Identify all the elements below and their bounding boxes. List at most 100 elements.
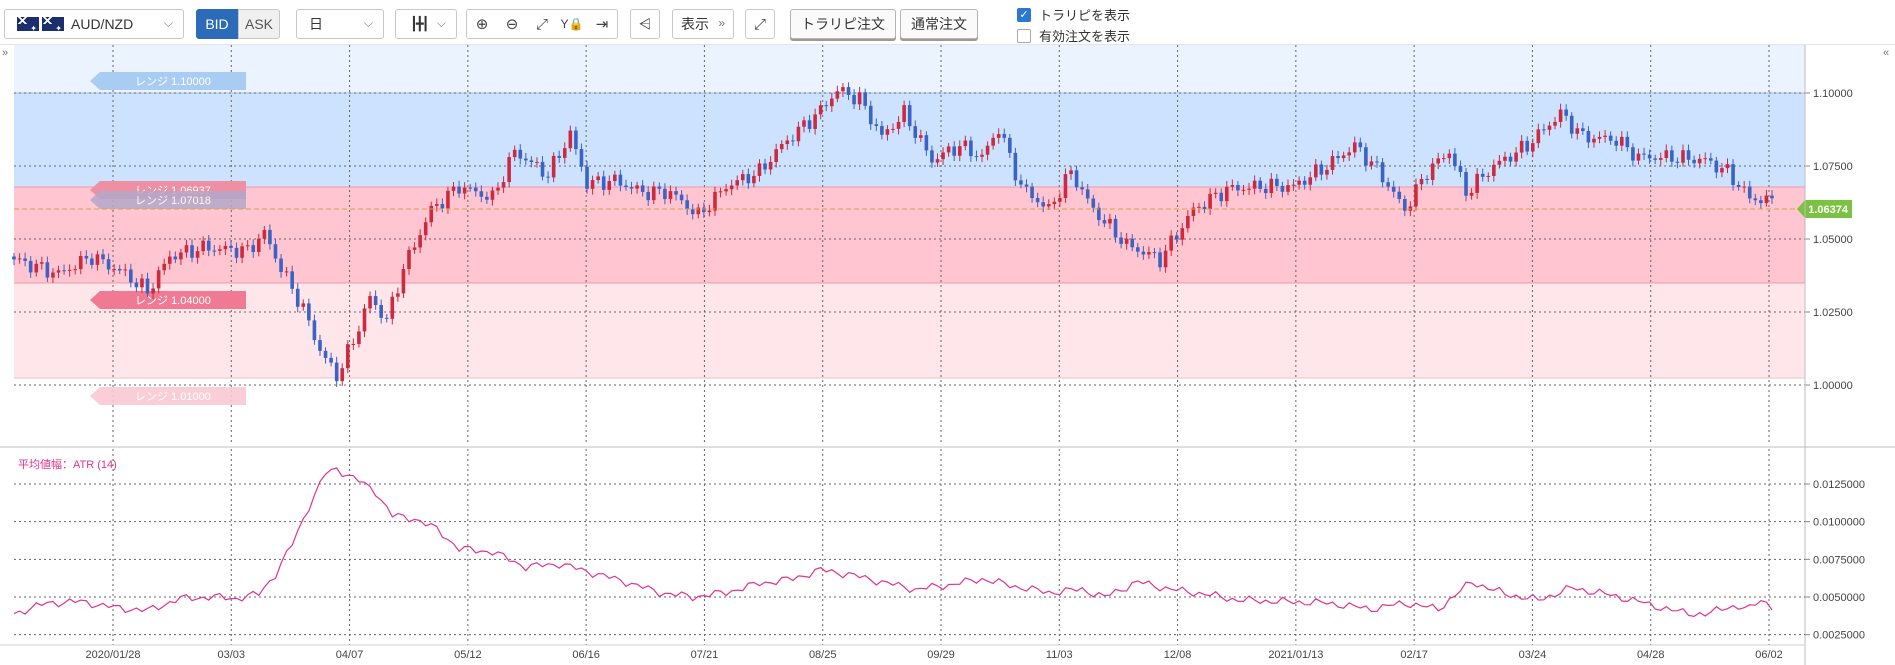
candle (1492, 159, 1496, 182)
candle (1041, 196, 1046, 213)
candle (752, 170, 756, 188)
candle (1542, 123, 1546, 135)
atr-line (13, 467, 1773, 618)
currency-pair-select[interactable]: AUD/NZD ⌵ (4, 9, 184, 39)
candle (184, 239, 189, 258)
candle (1753, 193, 1758, 206)
candle (418, 229, 422, 254)
right-panel-toggle-icon[interactable]: « (1883, 47, 1890, 59)
show-trailing-label: トラリピを表示 (1039, 8, 1131, 23)
candle (1330, 150, 1335, 175)
bid-button[interactable]: BID (196, 9, 238, 39)
candle (830, 92, 834, 112)
candle (1597, 131, 1602, 144)
fit-screen-icon[interactable]: ⤢ (535, 15, 548, 33)
candle (629, 181, 634, 195)
candle (1024, 179, 1029, 193)
candle (229, 240, 233, 253)
candle (1319, 160, 1324, 181)
range-label-tag: レンジ 1.01000 (90, 387, 246, 405)
candle (223, 241, 228, 256)
time-axis: 2020/01/28 03/03 04/07 05/12 06/16 07/21 08/25… (85, 649, 1782, 661)
candle (1692, 155, 1696, 168)
fullscreen-icon[interactable]: ⤢ (745, 9, 775, 39)
time-axis-label: 2021/01/13 (1268, 649, 1323, 661)
normal-order-button[interactable]: 通常注文 (900, 9, 978, 39)
candle (1447, 149, 1452, 164)
candle (1247, 182, 1251, 195)
candle (1230, 179, 1235, 191)
candle (624, 179, 628, 191)
time-axis-label: 03/24 (1519, 649, 1547, 661)
show-trailing-checkbox[interactable]: ✓ トラリピを表示 (1017, 5, 1130, 24)
candle (334, 356, 339, 387)
candle (1636, 148, 1641, 165)
candle (774, 143, 778, 168)
jump-to-latest-icon[interactable]: ⇥ (595, 16, 609, 33)
candle (740, 169, 745, 186)
candle (501, 176, 506, 193)
ask-button[interactable]: ASK (238, 9, 280, 39)
atr-axis-label: 0.0100000 (1813, 517, 1865, 529)
candle (1503, 151, 1507, 167)
candle (991, 133, 995, 150)
chart-type-select[interactable]: ┃╋┃ ⌵ (395, 9, 457, 39)
candle (62, 264, 66, 275)
candle (1069, 166, 1073, 180)
candle (957, 140, 962, 162)
candle (996, 128, 1001, 144)
candle (802, 116, 806, 133)
candle (468, 183, 472, 192)
candle (318, 334, 322, 356)
candle (618, 169, 623, 192)
trailing-order-button[interactable]: トラリピ注文 (790, 9, 896, 39)
candle (295, 283, 300, 313)
candle (863, 88, 867, 110)
candle (1097, 202, 1101, 226)
y-axis-lock-icon[interactable]: Y🔒 (560, 17, 584, 31)
candle (284, 266, 289, 277)
time-axis-label: 02/17 (1400, 649, 1428, 661)
add-indicator-icon[interactable]: ⩤ (630, 9, 660, 39)
candle (1469, 188, 1474, 200)
candle (796, 121, 801, 147)
candle (179, 248, 183, 265)
candle (1369, 155, 1374, 170)
candle (930, 145, 934, 168)
candle (1058, 192, 1062, 207)
candle (1074, 165, 1079, 191)
bid-ask-toggle: BID ASK (196, 9, 280, 39)
candle (145, 272, 150, 298)
candle (935, 153, 940, 167)
atr-indicator-title: 平均値幅：ATR (14) (18, 458, 117, 471)
display-menu-button[interactable]: 表示 » (672, 9, 734, 39)
price-axis: 1.10000 1.07500 1.05000 1.02500 1.00000 (1805, 88, 1853, 392)
show-active-orders-checkbox[interactable]: 有効注文を表示 (1017, 26, 1130, 45)
atr-axis-label: 0.0075000 (1813, 554, 1865, 566)
range-label-text: レンジ 1.10000 (135, 76, 211, 88)
zoom-out-icon[interactable]: ⊖ (505, 16, 519, 33)
candle (590, 175, 595, 195)
candle (1147, 246, 1151, 259)
candle (1453, 147, 1457, 171)
candle (668, 185, 673, 204)
time-axis-label: 07/21 (691, 649, 719, 661)
candle (1608, 131, 1613, 145)
candle (1614, 136, 1619, 152)
candle (384, 313, 389, 323)
current-price-tag: 1.06374 (1797, 200, 1852, 218)
candle (262, 226, 267, 245)
candle (212, 244, 217, 257)
candle (345, 340, 350, 374)
australia-flag-icon (17, 17, 39, 31)
candle (1002, 128, 1007, 143)
candle (268, 224, 272, 250)
left-panel-toggle-icon[interactable]: » (2, 47, 9, 59)
candle (78, 251, 83, 275)
period-select[interactable]: 日 ⌵ (296, 9, 384, 39)
candle (151, 283, 155, 300)
time-axis-label: 03/03 (218, 649, 246, 661)
zoom-in-icon[interactable]: ⊕ (475, 16, 489, 33)
candle (429, 201, 434, 227)
